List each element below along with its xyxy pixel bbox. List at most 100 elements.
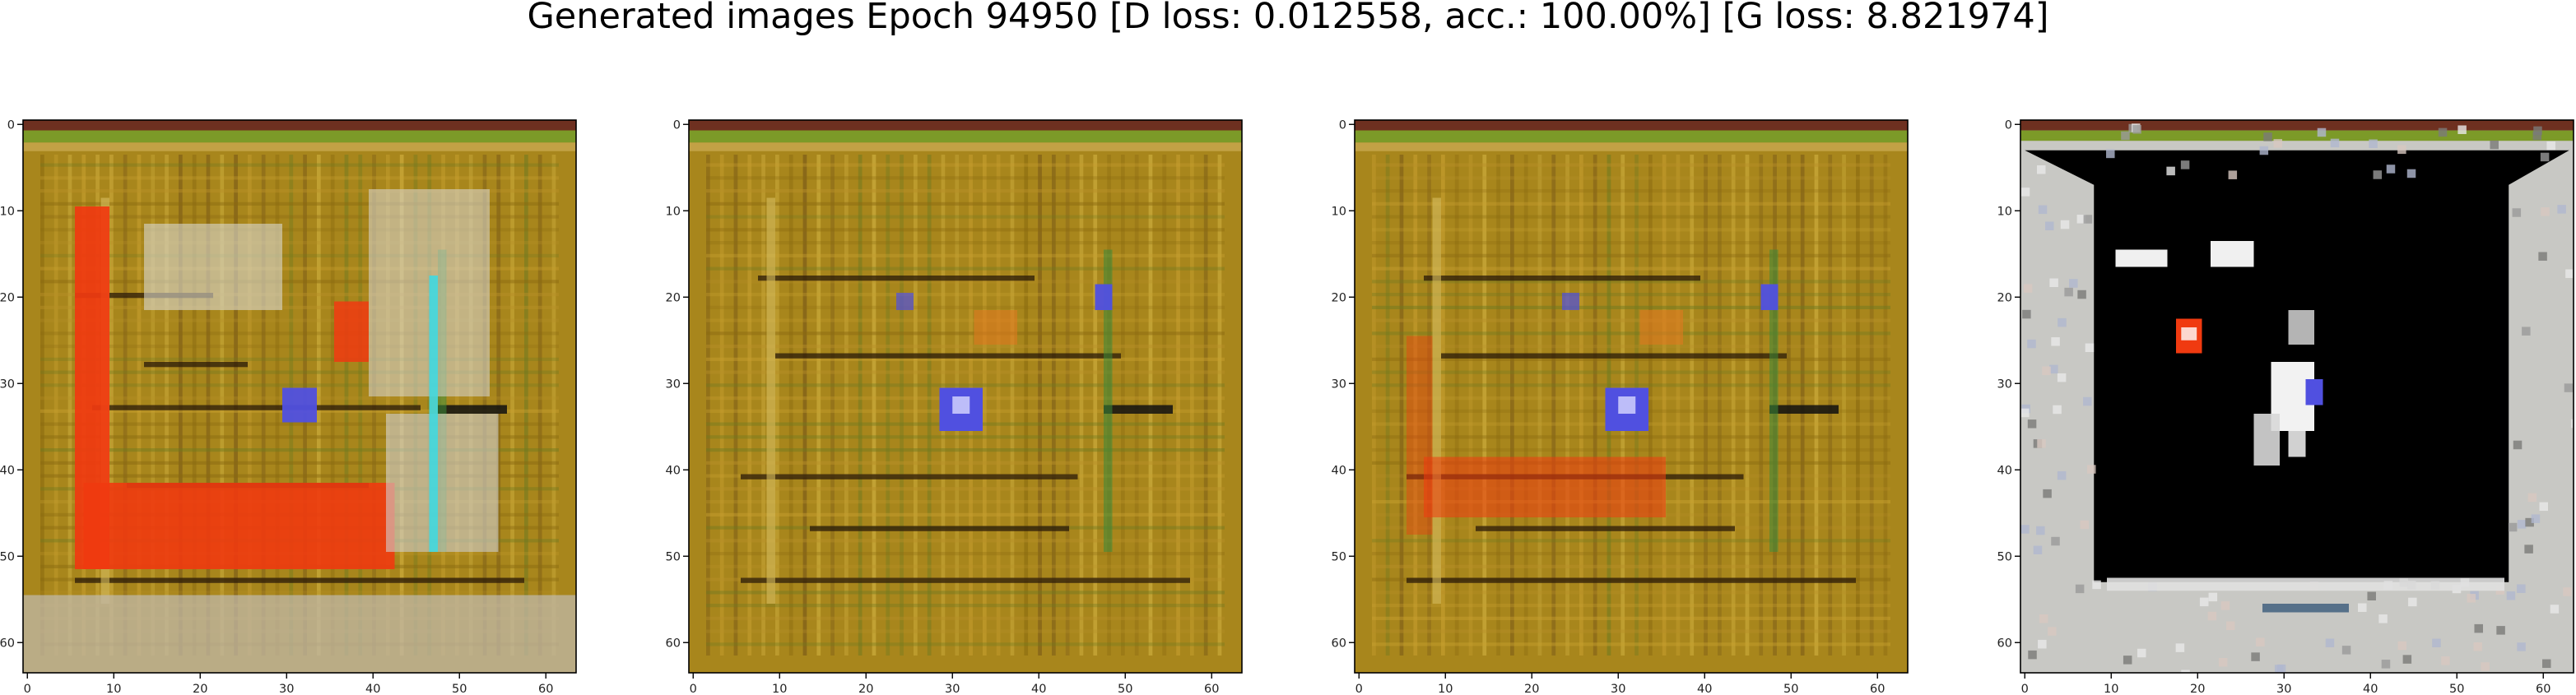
image-blue-blob — [1095, 284, 1113, 310]
image-blob — [2211, 241, 2254, 267]
image-texture — [1372, 629, 1890, 633]
image-texture — [40, 435, 559, 439]
image-dark-line — [438, 405, 507, 414]
image-texture — [551, 155, 556, 656]
image-texture — [2053, 405, 2062, 415]
image-texture — [2220, 601, 2230, 610]
image-texture — [706, 512, 1225, 517]
image-texture — [706, 215, 1225, 219]
image-green-band — [2020, 130, 2574, 141]
image-texture — [2251, 652, 2260, 661]
image-cyan-stripe — [429, 276, 438, 552]
image-texture — [2263, 132, 2272, 141]
y-tick-label: 50 — [1332, 550, 1346, 563]
image-blue-blob — [1760, 284, 1779, 310]
x-tick-label: 50 — [2449, 683, 2464, 695]
image-texture — [2027, 419, 2037, 429]
y-tick-label: 30 — [666, 378, 681, 391]
image-texture — [1203, 155, 1208, 656]
image-texture — [2564, 383, 2574, 392]
image-texture — [2525, 517, 2534, 527]
image-texture — [706, 642, 1225, 646]
image-texture — [2565, 269, 2574, 278]
image-texture — [2038, 639, 2047, 649]
x-tick-label: 20 — [1524, 683, 1539, 695]
x-tick-label: 0 — [1355, 683, 1363, 695]
image-texture — [2051, 536, 2060, 546]
image-texture — [2481, 662, 2490, 671]
image-orange-region — [1639, 310, 1683, 345]
y-tick-label: 60 — [1332, 637, 1346, 650]
subplot-1: 0 10 20 30 40 50 60 0 10 20 30 40 50 60 — [0, 118, 577, 695]
image-texture — [1372, 293, 1890, 297]
image-texture — [706, 552, 1225, 556]
image-texture — [1468, 155, 1473, 656]
image-texture — [2121, 131, 2130, 141]
image-texture — [1052, 155, 1056, 656]
image-texture — [2381, 660, 2391, 669]
image-texture — [706, 241, 1225, 245]
figure-title: Generated images Epoch 94950 [D loss: 0.… — [527, 0, 2049, 37]
image-texture — [2317, 127, 2327, 137]
image-gray-region — [386, 414, 499, 552]
image-texture — [1565, 155, 1569, 656]
image-texture — [900, 155, 904, 656]
image-texture — [1745, 155, 1750, 656]
y-tick-label: 0 — [2005, 118, 2012, 132]
image-gray-region — [144, 224, 282, 310]
image-blue-highlight — [952, 396, 970, 414]
image-texture — [2027, 339, 2036, 349]
image-texture — [1372, 241, 1890, 245]
image-texture — [2496, 626, 2505, 635]
image-texture — [1038, 155, 1042, 656]
image-texture — [2527, 493, 2537, 503]
x-tick-label: 30 — [2276, 683, 2291, 695]
image-texture — [2075, 584, 2085, 594]
image-texture — [1372, 266, 1890, 271]
image-texture — [802, 155, 807, 656]
image-light-band — [689, 142, 1242, 151]
image-texture — [1372, 370, 1890, 374]
x-tick-label: 60 — [538, 683, 553, 695]
image-blob — [2288, 310, 2314, 345]
image-texture — [830, 155, 835, 656]
x-tick-label: 10 — [772, 683, 787, 695]
image-texture — [2259, 146, 2269, 155]
image-texture — [2036, 165, 2046, 174]
y-tick-label: 50 — [1997, 550, 2012, 563]
image-texture — [761, 155, 765, 656]
image-texture — [2517, 642, 2526, 651]
image-texture — [2175, 643, 2185, 652]
image-texture — [2341, 646, 2351, 655]
image-texture — [858, 155, 863, 656]
image-texture — [775, 155, 779, 656]
image-texture — [1718, 155, 1722, 656]
image-light-band — [23, 142, 576, 151]
x-tick-label: 20 — [858, 683, 873, 695]
y-tick-label: 60 — [0, 637, 15, 650]
image-texture — [40, 293, 559, 297]
image-texture — [1372, 331, 1890, 336]
image-texture — [40, 591, 559, 595]
image-dark-line — [144, 362, 248, 368]
image-green-band — [1355, 130, 1908, 143]
image-texture — [706, 293, 1225, 297]
y-tick-label: 30 — [0, 378, 15, 391]
image-texture — [2022, 309, 2031, 319]
image-texture — [1496, 155, 1500, 656]
x-tick-label: 60 — [1870, 683, 1885, 695]
image-texture — [2541, 207, 2550, 216]
image-texture — [40, 253, 559, 257]
image-texture — [1372, 163, 1890, 167]
image-texture — [2358, 603, 2367, 612]
image-texture — [2473, 642, 2482, 651]
image-light-band — [1355, 142, 1908, 151]
image-texture — [2023, 284, 2033, 293]
image-texture — [747, 155, 752, 656]
image-texture — [1441, 155, 1445, 656]
generated-image — [2020, 120, 2574, 673]
image-texture — [1176, 155, 1180, 656]
image-texture — [40, 331, 559, 336]
image-texture — [706, 345, 1225, 349]
